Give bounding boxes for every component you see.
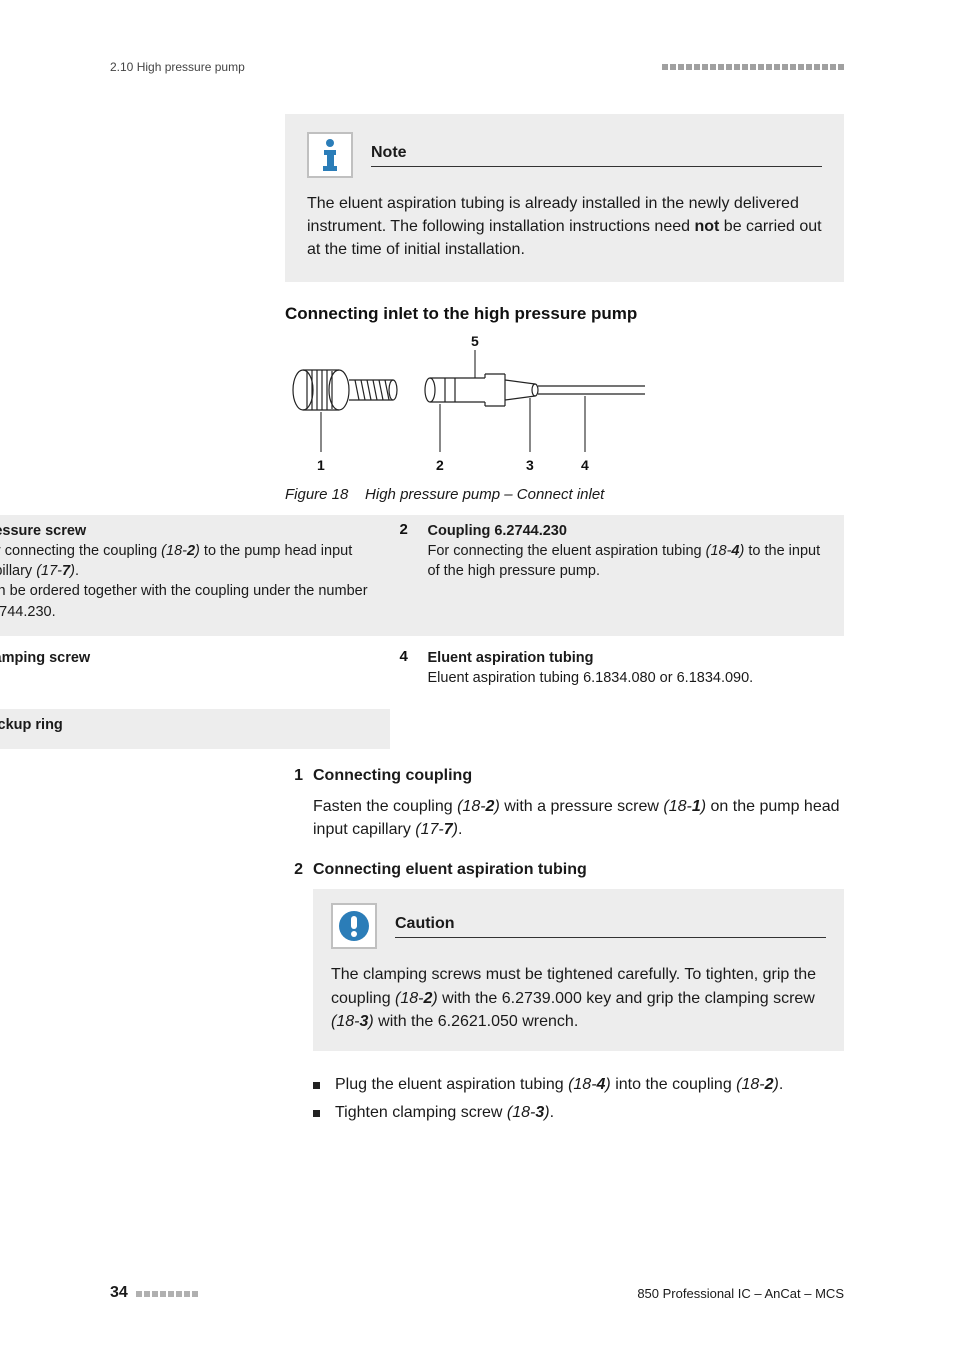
legend-entry: Pressure screwFor connecting the couplin…: [0, 521, 370, 622]
footer-decor-dashes: [136, 1284, 200, 1302]
header-decor-dashes: [662, 64, 844, 70]
legend-number: 4: [400, 648, 428, 689]
info-icon: [307, 132, 353, 178]
step-title: Connecting coupling: [313, 767, 472, 785]
procedure-step: 2 Connecting eluent aspiration tubing Caut…: [285, 861, 844, 1125]
legend-entry: Backup ring: [0, 715, 63, 735]
legend-entry: Eluent aspiration tubingEluent aspiratio…: [428, 648, 754, 689]
note-title: Note: [371, 144, 822, 167]
footer-doc-title: 850 Professional IC – AnCat – MCS: [637, 1286, 844, 1301]
step-title: Connecting eluent aspiration tubing: [313, 861, 587, 879]
step-number: 1: [285, 767, 303, 785]
step-bullet-list: Plug the eluent aspiration tubing (18-4)…: [313, 1073, 844, 1125]
svg-text:3: 3: [526, 457, 534, 473]
caution-title: Caution: [395, 915, 826, 938]
figure-legend: 1Pressure screwFor connecting the coupli…: [0, 515, 844, 749]
legend-number: 2: [400, 521, 428, 622]
procedure-step: 1 Connecting coupling Fasten the coupling …: [285, 767, 844, 841]
legend-entry: Clamping screw: [0, 648, 90, 689]
step-number: 2: [285, 861, 303, 879]
list-item: Tighten clamping screw (18-3).: [313, 1101, 844, 1125]
procedure-steps: 1 Connecting coupling Fasten the coupling …: [285, 767, 844, 1125]
figure-18: 5: [285, 332, 844, 482]
list-item: Plug the eluent aspiration tubing (18-4)…: [313, 1073, 844, 1097]
svg-text:1: 1: [317, 457, 325, 473]
svg-text:2: 2: [436, 457, 444, 473]
section-heading: Connecting inlet to the high pressure pu…: [285, 304, 844, 324]
caution-body: The clamping screws must be tightened ca…: [331, 963, 826, 1033]
page-number: 34: [110, 1284, 128, 1302]
svg-text:4: 4: [581, 457, 589, 473]
caution-callout: Caution The clamping screws must be tight…: [313, 889, 844, 1051]
caution-icon: [331, 903, 377, 949]
note-body: The eluent aspiration tubing is already …: [307, 192, 822, 262]
figure-caption: Figure 18 High pressure pump – Connect i…: [285, 486, 844, 503]
page-footer: 34 850 Professional IC – AnCat – MCS: [110, 1284, 844, 1302]
step-text: Fasten the coupling (18-2) with a pressu…: [313, 795, 844, 841]
note-callout: Note The eluent aspiration tubing is alr…: [285, 114, 844, 282]
legend-entry: Coupling 6.2744.230For connecting the el…: [428, 521, 829, 622]
svg-text:5: 5: [471, 333, 479, 349]
header-section-label: 2.10 High pressure pump: [110, 60, 245, 74]
page-header: 2.10 High pressure pump: [110, 60, 844, 74]
